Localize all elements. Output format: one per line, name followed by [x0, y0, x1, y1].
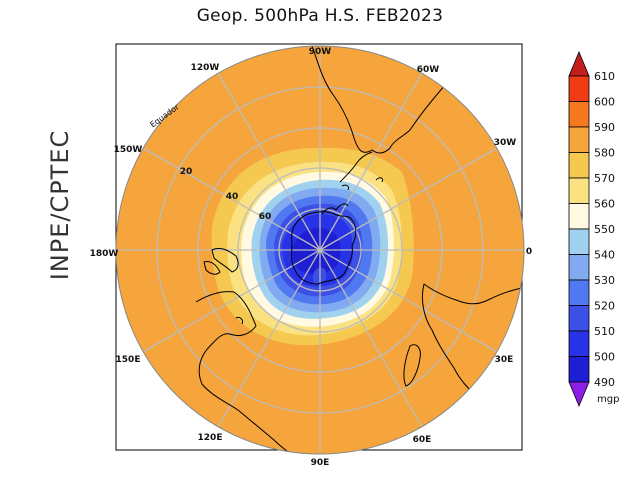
lon-label-90w: 90W	[309, 47, 332, 57]
colorbar-level-label: 520	[594, 300, 615, 313]
lon-label-30e: 30E	[495, 355, 514, 365]
south-america-tip	[339, 151, 373, 183]
longitude-labels: 90W 60W 30W 0 30E 60E 90E 120E 150E 180W…	[90, 47, 532, 468]
page-title: Geop. 500hPa H.S. FEB2023	[196, 6, 444, 26]
tasmania-outline	[235, 317, 243, 325]
falkland-islands	[375, 177, 383, 183]
meridian-30w	[319, 147, 498, 251]
antarctica-outline	[291, 211, 357, 285]
colorbar-level-label: 510	[594, 325, 615, 338]
graticule	[116, 46, 524, 454]
lon-label-150e: 150E	[116, 355, 141, 365]
meridian-60w	[319, 72, 423, 251]
colorbar-level-label: 500	[594, 351, 615, 364]
colorbar: 610 600 590 580 570 560 550 540 530 520 510 500 490 m…	[568, 50, 619, 408]
new-zealand-north	[211, 247, 239, 273]
lat-label-40: 40	[226, 192, 239, 202]
coastlines	[195, 46, 523, 454]
colorbar-segment	[568, 152, 590, 179]
colorbar-segment	[568, 203, 590, 230]
south-america-west-coast	[311, 46, 475, 154]
africa-coast	[421, 283, 523, 395]
meridian-150w	[142, 147, 321, 251]
colorbar-level-label: 580	[594, 147, 615, 160]
lon-label-180w: 180W	[90, 249, 119, 259]
colorbar-segment	[568, 126, 590, 153]
colorbar-level-label: 570	[594, 172, 615, 185]
meridian-150e	[142, 249, 321, 353]
colorbar-segment	[568, 228, 590, 255]
lat-label-60: 60	[259, 212, 272, 222]
new-zealand-south	[203, 261, 221, 275]
lon-label-150w: 150W	[114, 145, 143, 155]
colorbar-segment	[568, 101, 590, 128]
lon-label-120w: 120W	[191, 63, 220, 73]
tierra-del-fuego	[341, 184, 349, 191]
lon-label-120e: 120E	[198, 433, 223, 443]
colorbar-level-label: 590	[594, 121, 615, 134]
antarctic-peninsula	[321, 203, 349, 215]
colorbar-level-label: 540	[594, 249, 615, 262]
colorbar-level-label: 560	[594, 198, 615, 211]
colorbar-arrow-bottom	[568, 381, 590, 408]
meridian-120w	[217, 72, 321, 251]
colorbar-segment	[568, 75, 590, 102]
colorbar-level-label: 610	[594, 70, 615, 83]
colorbar-level-label: 490	[594, 376, 615, 389]
colorbar-segment	[568, 279, 590, 306]
colorbar-segment	[568, 254, 590, 281]
colorbar-level-label: 530	[594, 274, 615, 287]
colorbar-unit-label: mgp	[597, 394, 619, 405]
colorbar-segment	[568, 305, 590, 332]
lat-label-20: 20	[180, 167, 193, 177]
colorbar-segment	[568, 356, 590, 383]
lon-label-90e: 90E	[311, 458, 330, 468]
colorbar-level-label: 600	[594, 96, 615, 109]
colorbar-segment	[568, 177, 590, 204]
colorbar-level-label: 550	[594, 223, 615, 236]
lon-label-30w: 30W	[494, 138, 517, 148]
meridian-60e	[319, 249, 423, 428]
colorbar-arrow-top	[568, 50, 590, 77]
meridian-30e	[319, 249, 498, 353]
colorbar-segment	[568, 330, 590, 357]
lon-label-60w: 60W	[417, 65, 440, 75]
madagascar-outline	[403, 344, 421, 387]
map-disk-border	[115, 45, 525, 455]
lon-label-60e: 60E	[413, 435, 432, 445]
lon-label-0: 0	[526, 247, 532, 257]
australia-coast	[195, 291, 291, 454]
